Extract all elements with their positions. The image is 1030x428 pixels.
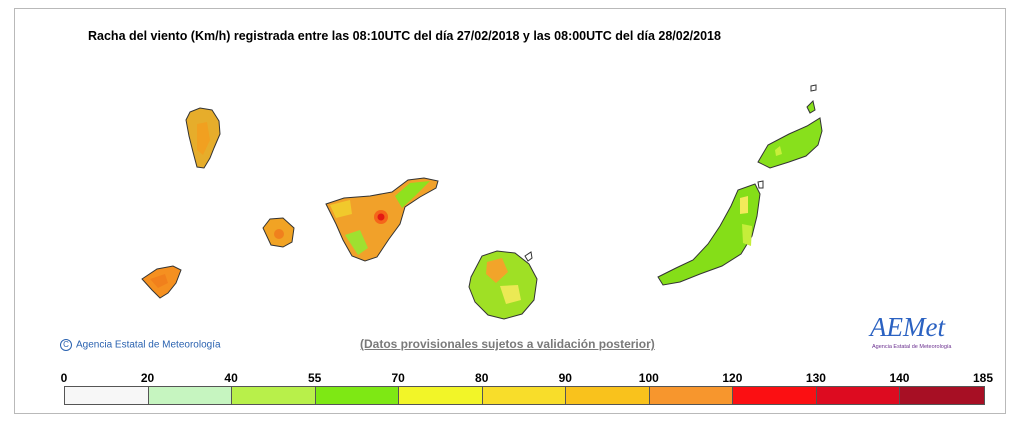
legend-cell-55-70 xyxy=(315,387,400,404)
legend-tick-70: 70 xyxy=(391,371,405,385)
legend-tick-40: 40 xyxy=(224,371,238,385)
island-el-hierro xyxy=(141,265,182,299)
copyright-text: Agencia Estatal de Meteorología xyxy=(76,339,221,351)
copyright-notice: C Agencia Estatal de Meteorología xyxy=(60,339,221,351)
legend-tick-185: 185 xyxy=(972,371,994,385)
island-la-gomera xyxy=(262,217,295,248)
aemet-logo: AEMet xyxy=(868,312,946,342)
island-tenerife xyxy=(325,177,439,262)
map-title: Racha del viento (Km/h) registrada entre… xyxy=(88,29,721,43)
legend-tick-130: 130 xyxy=(805,371,826,385)
copyright-icon: C xyxy=(60,339,72,351)
island-fuerteventura xyxy=(657,180,764,286)
aemet-logo-subtitle: Agencia Estatal de Meteorología xyxy=(872,344,952,350)
legend-tick-0: 0 xyxy=(60,371,68,385)
aemet-logo-text: AEMet xyxy=(868,312,946,342)
legend-tick-120: 120 xyxy=(722,371,743,385)
legend-cell-130-140 xyxy=(816,387,901,404)
provisional-data-link[interactable]: (Datos provisionales sujetos a validació… xyxy=(360,337,655,351)
legend-tick-100: 100 xyxy=(638,371,659,385)
legend-tick-140: 140 xyxy=(889,371,910,385)
legend-cell-90-100 xyxy=(566,387,650,404)
legend-cell-0-20 xyxy=(65,387,149,404)
legend-bar xyxy=(64,386,985,405)
island-gran-canaria xyxy=(468,250,538,320)
legend-cell-100-120 xyxy=(649,387,734,404)
legend-cell-80-90 xyxy=(482,387,567,404)
legend-tick-80: 80 xyxy=(475,371,489,385)
legend-cell-40-55 xyxy=(232,387,316,404)
legend-tick-90: 90 xyxy=(558,371,572,385)
map-frame xyxy=(14,8,1006,414)
island-lanzarote xyxy=(757,84,823,169)
legend-tick-20: 20 xyxy=(140,371,155,385)
legend-cell-70-80 xyxy=(399,387,483,404)
legend-cell-20-40 xyxy=(148,387,233,404)
legend-tick-55: 55 xyxy=(307,371,322,385)
island-la-palma xyxy=(185,107,221,169)
legend-cell-140-185 xyxy=(900,387,984,404)
legend-cell-120-130 xyxy=(733,387,817,404)
